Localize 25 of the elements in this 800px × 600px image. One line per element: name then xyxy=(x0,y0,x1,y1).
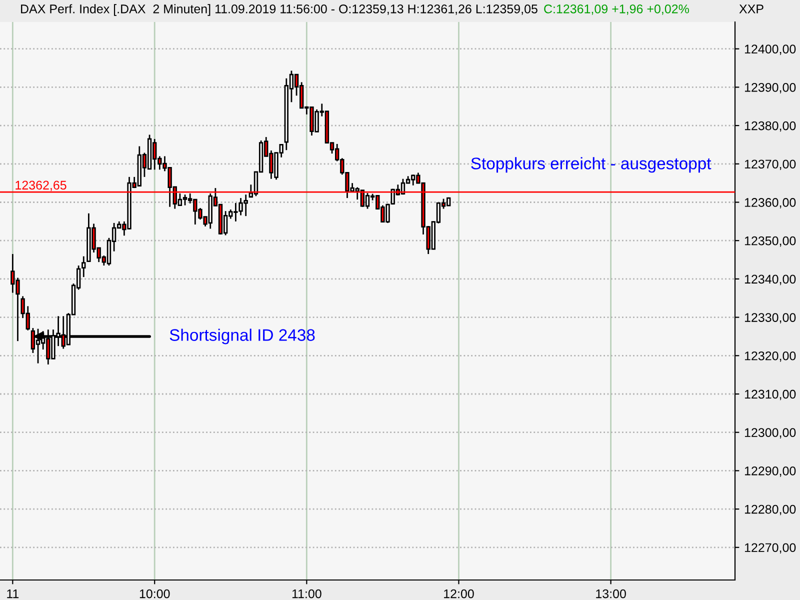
y-tick-label: 12340,00 xyxy=(744,274,796,286)
x-tick-label: 13:00 xyxy=(596,589,626,598)
chart-subtitle: C:12361,09 +1,96 +0,02% xyxy=(544,4,689,15)
y-tick-label: 12370,00 xyxy=(744,160,796,170)
y-tick-label: 12400,00 xyxy=(744,44,796,55)
x-tick-label: 11:00 xyxy=(292,589,322,598)
x-tick-label: 12:00 xyxy=(444,589,474,598)
annotation: Shortsignal ID 2438 xyxy=(170,328,315,344)
y-tick-label: 12390,00 xyxy=(744,82,796,94)
text: XXP xyxy=(739,4,764,14)
y-tick-label: 12380,00 xyxy=(744,121,796,132)
chart-title: DAX Perf. Index [.DAX 2 Minuten] 11.09.2019 11:56:00 - O:12359,13 H:12361,26 L:12359,05 xyxy=(21,4,538,16)
y-tick-label: 12270,00 xyxy=(744,543,796,554)
y-tick-label: 12360,00 xyxy=(744,198,796,208)
x-tick-label: 10:00 xyxy=(140,589,170,598)
annotation: Stoppkurs erreicht - ausgestoppt xyxy=(471,157,712,173)
ref-line-label: 12362,65 xyxy=(16,180,66,192)
y-tick-label: 12310,00 xyxy=(744,390,796,400)
y-tick-label: 12300,00 xyxy=(744,428,796,438)
x-tick-label: 11 xyxy=(7,589,19,598)
y-tick-label: 12280,00 xyxy=(744,504,796,516)
y-tick-label: 12350,00 xyxy=(744,236,796,247)
y-tick-label: 12330,00 xyxy=(744,313,796,324)
y-tick-label: 12290,00 xyxy=(744,466,796,477)
y-tick-label: 12320,00 xyxy=(744,351,796,362)
